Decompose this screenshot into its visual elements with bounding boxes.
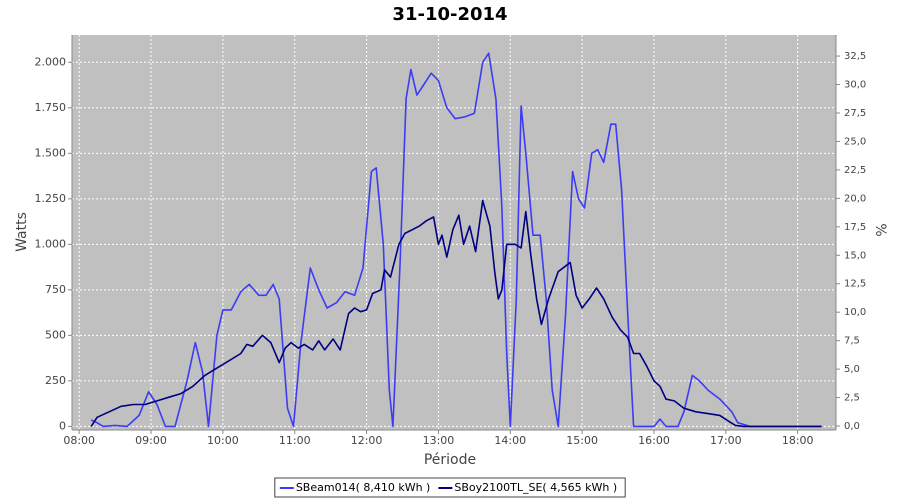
y-tick-label: 2.000 xyxy=(35,55,67,68)
y-tick-label: 1.750 xyxy=(35,101,67,114)
y-tick-label: 1.500 xyxy=(35,146,67,159)
x-tick-label: 17:00 xyxy=(710,434,742,447)
y2-tick-label: 30,0 xyxy=(844,80,866,91)
legend-label: SBoy2100TL_SE( 4,565 kWh ) xyxy=(454,481,617,494)
y2-tick-label: 12,5 xyxy=(844,279,866,290)
y2-tick-label: 22,5 xyxy=(844,165,866,176)
y2-tick-label: 25,0 xyxy=(844,136,866,147)
y2-tick-label: 7,5 xyxy=(844,336,860,347)
x-tick-label: 12:00 xyxy=(351,434,383,447)
y2-tick-label: 15,0 xyxy=(844,250,866,261)
y2-tick-label: 5,0 xyxy=(844,364,860,375)
y-tick-label: 1.000 xyxy=(35,237,67,250)
x-tick-label: 11:00 xyxy=(279,434,311,447)
y2-tick-label: 0,0 xyxy=(844,421,860,432)
x-tick-label: 18:00 xyxy=(782,434,814,447)
x-tick-label: 15:00 xyxy=(566,434,598,447)
y-tick-label: 0 xyxy=(59,419,66,432)
x-axis-label: Période xyxy=(424,452,476,468)
legend-label: SBeam014( 8,410 kWh ) xyxy=(296,481,431,494)
chart-title: 31-10-2014 xyxy=(392,4,507,25)
y-axis-label: Watts xyxy=(14,212,30,252)
x-tick-label: 13:00 xyxy=(423,434,455,447)
y2-axis-label: % xyxy=(872,223,888,236)
y-tick-label: 750 xyxy=(45,283,66,296)
y2-tick-label: 27,5 xyxy=(844,108,866,119)
y-tick-label: 500 xyxy=(45,328,66,341)
y-tick-label: 1.250 xyxy=(35,192,67,205)
x-tick-label: 14:00 xyxy=(494,434,526,447)
y2-tick-label: 32,5 xyxy=(844,51,866,62)
x-tick-label: 16:00 xyxy=(638,434,670,447)
y-tick-label: 250 xyxy=(45,374,66,387)
series-line xyxy=(90,52,822,428)
plot-area xyxy=(72,35,836,430)
x-tick-label: 09:00 xyxy=(135,434,167,447)
x-tick-label: 08:00 xyxy=(63,434,95,447)
y2-tick-label: 10,0 xyxy=(844,307,866,318)
y2-tick-label: 2,5 xyxy=(844,393,860,404)
series-line xyxy=(90,199,822,428)
x-tick-label: 10:00 xyxy=(207,434,239,447)
y2-tick-label: 17,5 xyxy=(844,222,866,233)
y2-tick-label: 20,0 xyxy=(844,193,866,204)
